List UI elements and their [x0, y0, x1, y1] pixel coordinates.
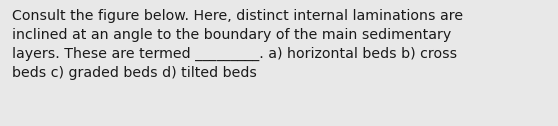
- Text: Consult the figure below. Here, distinct internal laminations are
inclined at an: Consult the figure below. Here, distinct…: [12, 9, 463, 80]
